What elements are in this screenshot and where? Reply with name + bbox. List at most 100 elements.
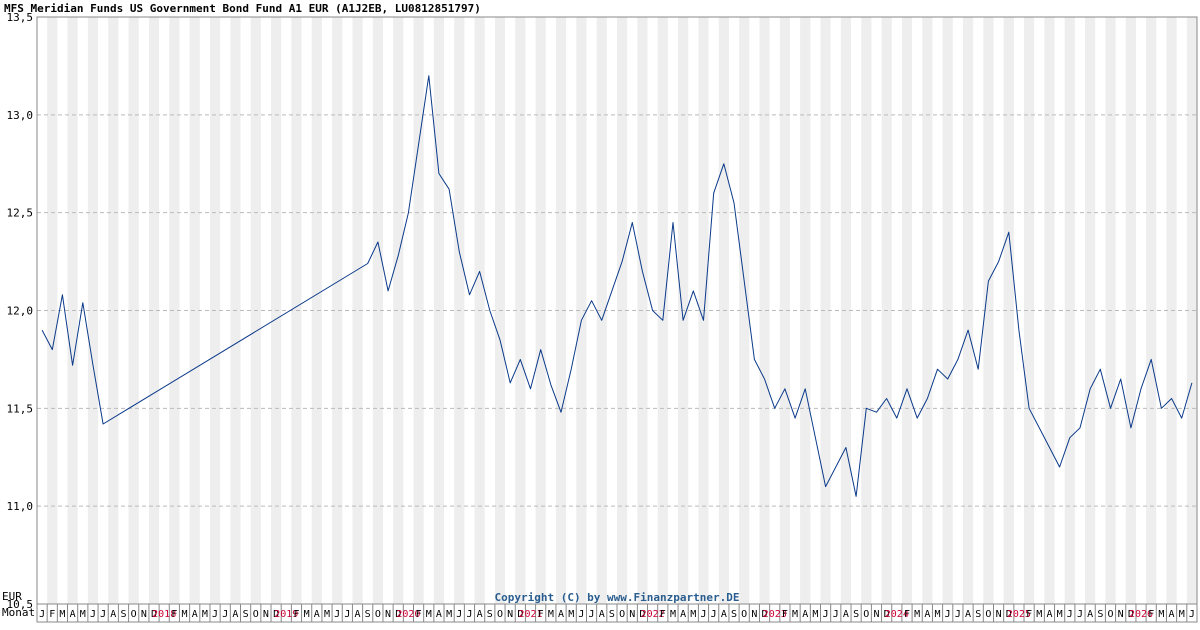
month-tick-label: J [711, 609, 717, 620]
month-tick-label: M [446, 609, 452, 620]
month-tick-label: J [589, 609, 595, 620]
month-tick-label: M [1057, 609, 1063, 620]
month-band [555, 17, 567, 604]
month-tick-label: J [1189, 609, 1195, 620]
month-tick-label: N [507, 609, 513, 620]
month-tick-label: M [812, 609, 818, 620]
month-tick-label: F [171, 609, 177, 620]
month-tick-label: O [1107, 609, 1113, 620]
month-tick-label: O [619, 609, 625, 620]
month-tick-label: N [873, 609, 879, 620]
month-tick-label: O [863, 609, 869, 620]
month-tick-label: M [182, 609, 188, 620]
month-tick-label: A [965, 609, 971, 620]
month-tick-label: F [904, 609, 910, 620]
month-tick-label: F [416, 609, 422, 620]
month-tick-label: A [802, 609, 808, 620]
month-tick-label: N [385, 609, 391, 620]
y-tick-label: 13,5 [7, 11, 34, 24]
month-tick-label: S [487, 609, 493, 620]
year-tick-label: 2026 [1129, 609, 1153, 620]
month-band [1044, 17, 1055, 604]
month-tick-label: M [690, 609, 696, 620]
month-tick-label: M [548, 609, 554, 620]
month-tick-label: O [253, 609, 259, 620]
month-band [596, 17, 607, 604]
month-tick-label: A [680, 609, 686, 620]
year-tick-label: 2019 [274, 609, 298, 620]
month-tick-label: O [741, 609, 747, 620]
month-tick-label: J [100, 609, 106, 620]
y-tick-label: 13,0 [7, 109, 34, 122]
month-band [535, 17, 546, 604]
month-tick-label: D [639, 609, 645, 620]
month-tick-label: D [273, 609, 279, 620]
month-tick-label: M [792, 609, 798, 620]
month-tick-label: S [365, 609, 371, 620]
x-axis-label: Monat [2, 606, 35, 619]
month-tick-label: D [151, 609, 157, 620]
y-tick-label: 10,5 [7, 598, 34, 611]
year-tick-label: 2022 [641, 609, 665, 620]
year-tick-label: 2021 [518, 609, 542, 620]
month-tick-label: J [90, 609, 96, 620]
month-band [759, 17, 770, 604]
year-tick-label: 2020 [396, 609, 420, 620]
y-tick-label: 11,5 [7, 402, 34, 415]
month-tick-label: F [1148, 609, 1154, 620]
year-tick-label: 2018 [152, 609, 176, 620]
month-tick-label: M [568, 609, 574, 620]
month-tick-label: O [375, 609, 381, 620]
month-band [800, 17, 811, 604]
month-tick-label: J [1077, 609, 1083, 620]
month-tick-label: N [751, 609, 757, 620]
y-tick-label: 12,0 [7, 305, 34, 318]
month-tick-label: F [538, 609, 544, 620]
month-tick-label: N [141, 609, 147, 620]
month-tick-label: M [935, 609, 941, 620]
month-tick-label: F [660, 609, 666, 620]
month-tick-label: J [222, 609, 228, 620]
month-tick-label: A [477, 609, 483, 620]
year-tick-label: 2025 [1007, 609, 1031, 620]
month-tick-label: A [1087, 609, 1093, 620]
month-band [169, 17, 180, 604]
month-tick-label: A [355, 609, 361, 620]
month-tick-label: A [843, 609, 849, 620]
month-band [128, 17, 139, 604]
month-tick-label: J [823, 609, 829, 620]
month-tick-label: M [1158, 609, 1164, 620]
month-tick-label: A [1046, 609, 1052, 620]
month-tick-label: A [558, 609, 564, 620]
month-tick-label: D [884, 609, 890, 620]
month-tick-label: J [700, 609, 706, 620]
month-tick-label: M [914, 609, 920, 620]
month-tick-label: S [609, 609, 615, 620]
month-tick-label: M [304, 609, 310, 620]
month-band [148, 17, 160, 604]
month-tick-label: M [1179, 609, 1185, 620]
month-tick-label: F [782, 609, 788, 620]
month-tick-label: J [1067, 609, 1073, 620]
month-band [393, 17, 404, 604]
month-tick-label: M [1036, 609, 1042, 620]
month-band [87, 17, 99, 604]
month-tick-label: A [924, 609, 930, 620]
month-tick-label: J [344, 609, 350, 620]
month-tick-label: F [49, 609, 55, 620]
month-tick-label: D [1128, 609, 1134, 620]
month-tick-label: S [731, 609, 737, 620]
month-tick-label: J [39, 609, 45, 620]
copyright-text: Copyright (C) by www.Finanzpartner.DE [494, 591, 739, 604]
month-tick-label: J [212, 609, 218, 620]
month-tick-label: A [192, 609, 198, 620]
month-tick-label: A [232, 609, 238, 620]
month-tick-label: J [456, 609, 462, 620]
year-tick-label: 2023 [763, 609, 787, 620]
month-tick-label: N [1118, 609, 1124, 620]
month-band [983, 17, 994, 604]
month-band [1186, 17, 1197, 604]
chart-title: MFS Meridian Funds US Government Bond Fu… [4, 2, 481, 15]
